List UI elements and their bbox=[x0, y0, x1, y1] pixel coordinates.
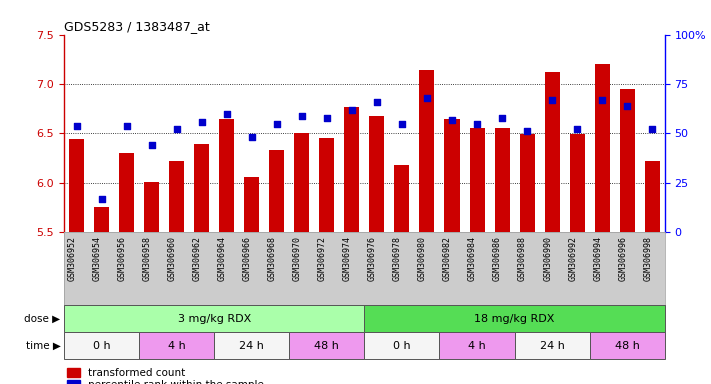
Bar bbox=[64, 305, 365, 332]
Text: GSM306958: GSM306958 bbox=[143, 236, 151, 281]
Text: GSM306976: GSM306976 bbox=[368, 236, 377, 281]
Text: dose ▶: dose ▶ bbox=[24, 314, 60, 324]
Bar bbox=[545, 72, 560, 232]
Bar bbox=[365, 332, 439, 359]
Point bbox=[572, 126, 583, 132]
Point bbox=[71, 122, 82, 129]
Bar bbox=[194, 144, 209, 232]
Text: GSM306964: GSM306964 bbox=[218, 236, 227, 281]
Bar bbox=[219, 119, 234, 232]
Bar bbox=[269, 150, 284, 232]
Bar bbox=[344, 107, 359, 232]
Text: GSM306962: GSM306962 bbox=[193, 236, 202, 281]
Text: GSM306960: GSM306960 bbox=[168, 236, 176, 281]
Text: GSM306994: GSM306994 bbox=[593, 236, 602, 281]
Text: GSM306998: GSM306998 bbox=[643, 236, 652, 281]
Text: 4 h: 4 h bbox=[168, 341, 186, 351]
Point bbox=[396, 121, 407, 127]
Text: 18 mg/kg RDX: 18 mg/kg RDX bbox=[474, 314, 555, 324]
Bar bbox=[319, 138, 334, 232]
Text: GSM306978: GSM306978 bbox=[393, 236, 402, 281]
Text: GDS5283 / 1383487_at: GDS5283 / 1383487_at bbox=[64, 20, 210, 33]
Text: GSM306974: GSM306974 bbox=[343, 236, 352, 281]
Bar bbox=[589, 332, 665, 359]
Text: GSM306970: GSM306970 bbox=[293, 236, 301, 281]
Point bbox=[471, 121, 483, 127]
Point bbox=[321, 114, 333, 121]
Point bbox=[221, 111, 232, 117]
Point bbox=[521, 128, 533, 134]
Text: GSM306954: GSM306954 bbox=[92, 236, 102, 281]
Point bbox=[496, 114, 508, 121]
Bar bbox=[594, 64, 610, 232]
Text: GSM306968: GSM306968 bbox=[268, 236, 277, 281]
Bar bbox=[495, 129, 510, 232]
Point bbox=[447, 116, 458, 122]
Point bbox=[346, 107, 358, 113]
Bar bbox=[370, 116, 385, 232]
Bar bbox=[294, 134, 309, 232]
Text: 48 h: 48 h bbox=[615, 341, 640, 351]
Bar bbox=[144, 182, 159, 232]
Bar bbox=[245, 177, 260, 232]
Bar bbox=[439, 332, 515, 359]
Text: GSM306982: GSM306982 bbox=[443, 236, 452, 281]
Bar bbox=[139, 332, 214, 359]
Text: 4 h: 4 h bbox=[468, 341, 486, 351]
Text: GSM306966: GSM306966 bbox=[242, 236, 252, 281]
Bar bbox=[645, 161, 660, 232]
Text: GSM306992: GSM306992 bbox=[568, 236, 577, 281]
Text: 24 h: 24 h bbox=[240, 341, 264, 351]
Bar bbox=[169, 161, 184, 232]
Point bbox=[621, 103, 633, 109]
Point bbox=[646, 126, 658, 132]
Bar bbox=[515, 332, 589, 359]
Bar bbox=[214, 332, 289, 359]
Bar bbox=[469, 129, 485, 232]
Text: 3 mg/kg RDX: 3 mg/kg RDX bbox=[178, 314, 251, 324]
Bar bbox=[419, 70, 434, 232]
Text: time ▶: time ▶ bbox=[26, 341, 60, 351]
Text: GSM306986: GSM306986 bbox=[493, 236, 502, 281]
Text: 0 h: 0 h bbox=[92, 341, 110, 351]
Point bbox=[271, 121, 282, 127]
Text: GSM306980: GSM306980 bbox=[418, 236, 427, 281]
Bar bbox=[395, 165, 410, 232]
Point bbox=[597, 97, 608, 103]
Bar bbox=[620, 89, 635, 232]
Bar bbox=[520, 134, 535, 232]
Bar bbox=[94, 207, 109, 232]
Point bbox=[371, 99, 383, 105]
Text: GSM306956: GSM306956 bbox=[117, 236, 127, 281]
Text: GSM306996: GSM306996 bbox=[619, 236, 627, 281]
Point bbox=[146, 142, 157, 148]
Bar bbox=[365, 305, 665, 332]
Bar bbox=[570, 134, 584, 232]
Point bbox=[547, 97, 558, 103]
Point bbox=[196, 119, 208, 125]
Bar bbox=[69, 139, 84, 232]
Bar bbox=[289, 332, 365, 359]
Bar bbox=[119, 153, 134, 232]
Text: GSM306988: GSM306988 bbox=[518, 236, 527, 281]
Bar bbox=[444, 119, 459, 232]
Point bbox=[121, 122, 132, 129]
Text: 48 h: 48 h bbox=[314, 341, 339, 351]
Text: 0 h: 0 h bbox=[393, 341, 411, 351]
Text: 24 h: 24 h bbox=[540, 341, 565, 351]
Point bbox=[246, 134, 257, 141]
Point bbox=[96, 195, 107, 202]
Legend: transformed count, percentile rank within the sample: transformed count, percentile rank withi… bbox=[68, 368, 264, 384]
Text: GSM306990: GSM306990 bbox=[543, 236, 552, 281]
Point bbox=[422, 95, 433, 101]
Text: GSM306972: GSM306972 bbox=[318, 236, 327, 281]
Text: GSM306984: GSM306984 bbox=[468, 236, 477, 281]
Text: GSM306952: GSM306952 bbox=[68, 236, 77, 281]
Point bbox=[296, 113, 307, 119]
Bar bbox=[64, 332, 139, 359]
Point bbox=[171, 126, 182, 132]
